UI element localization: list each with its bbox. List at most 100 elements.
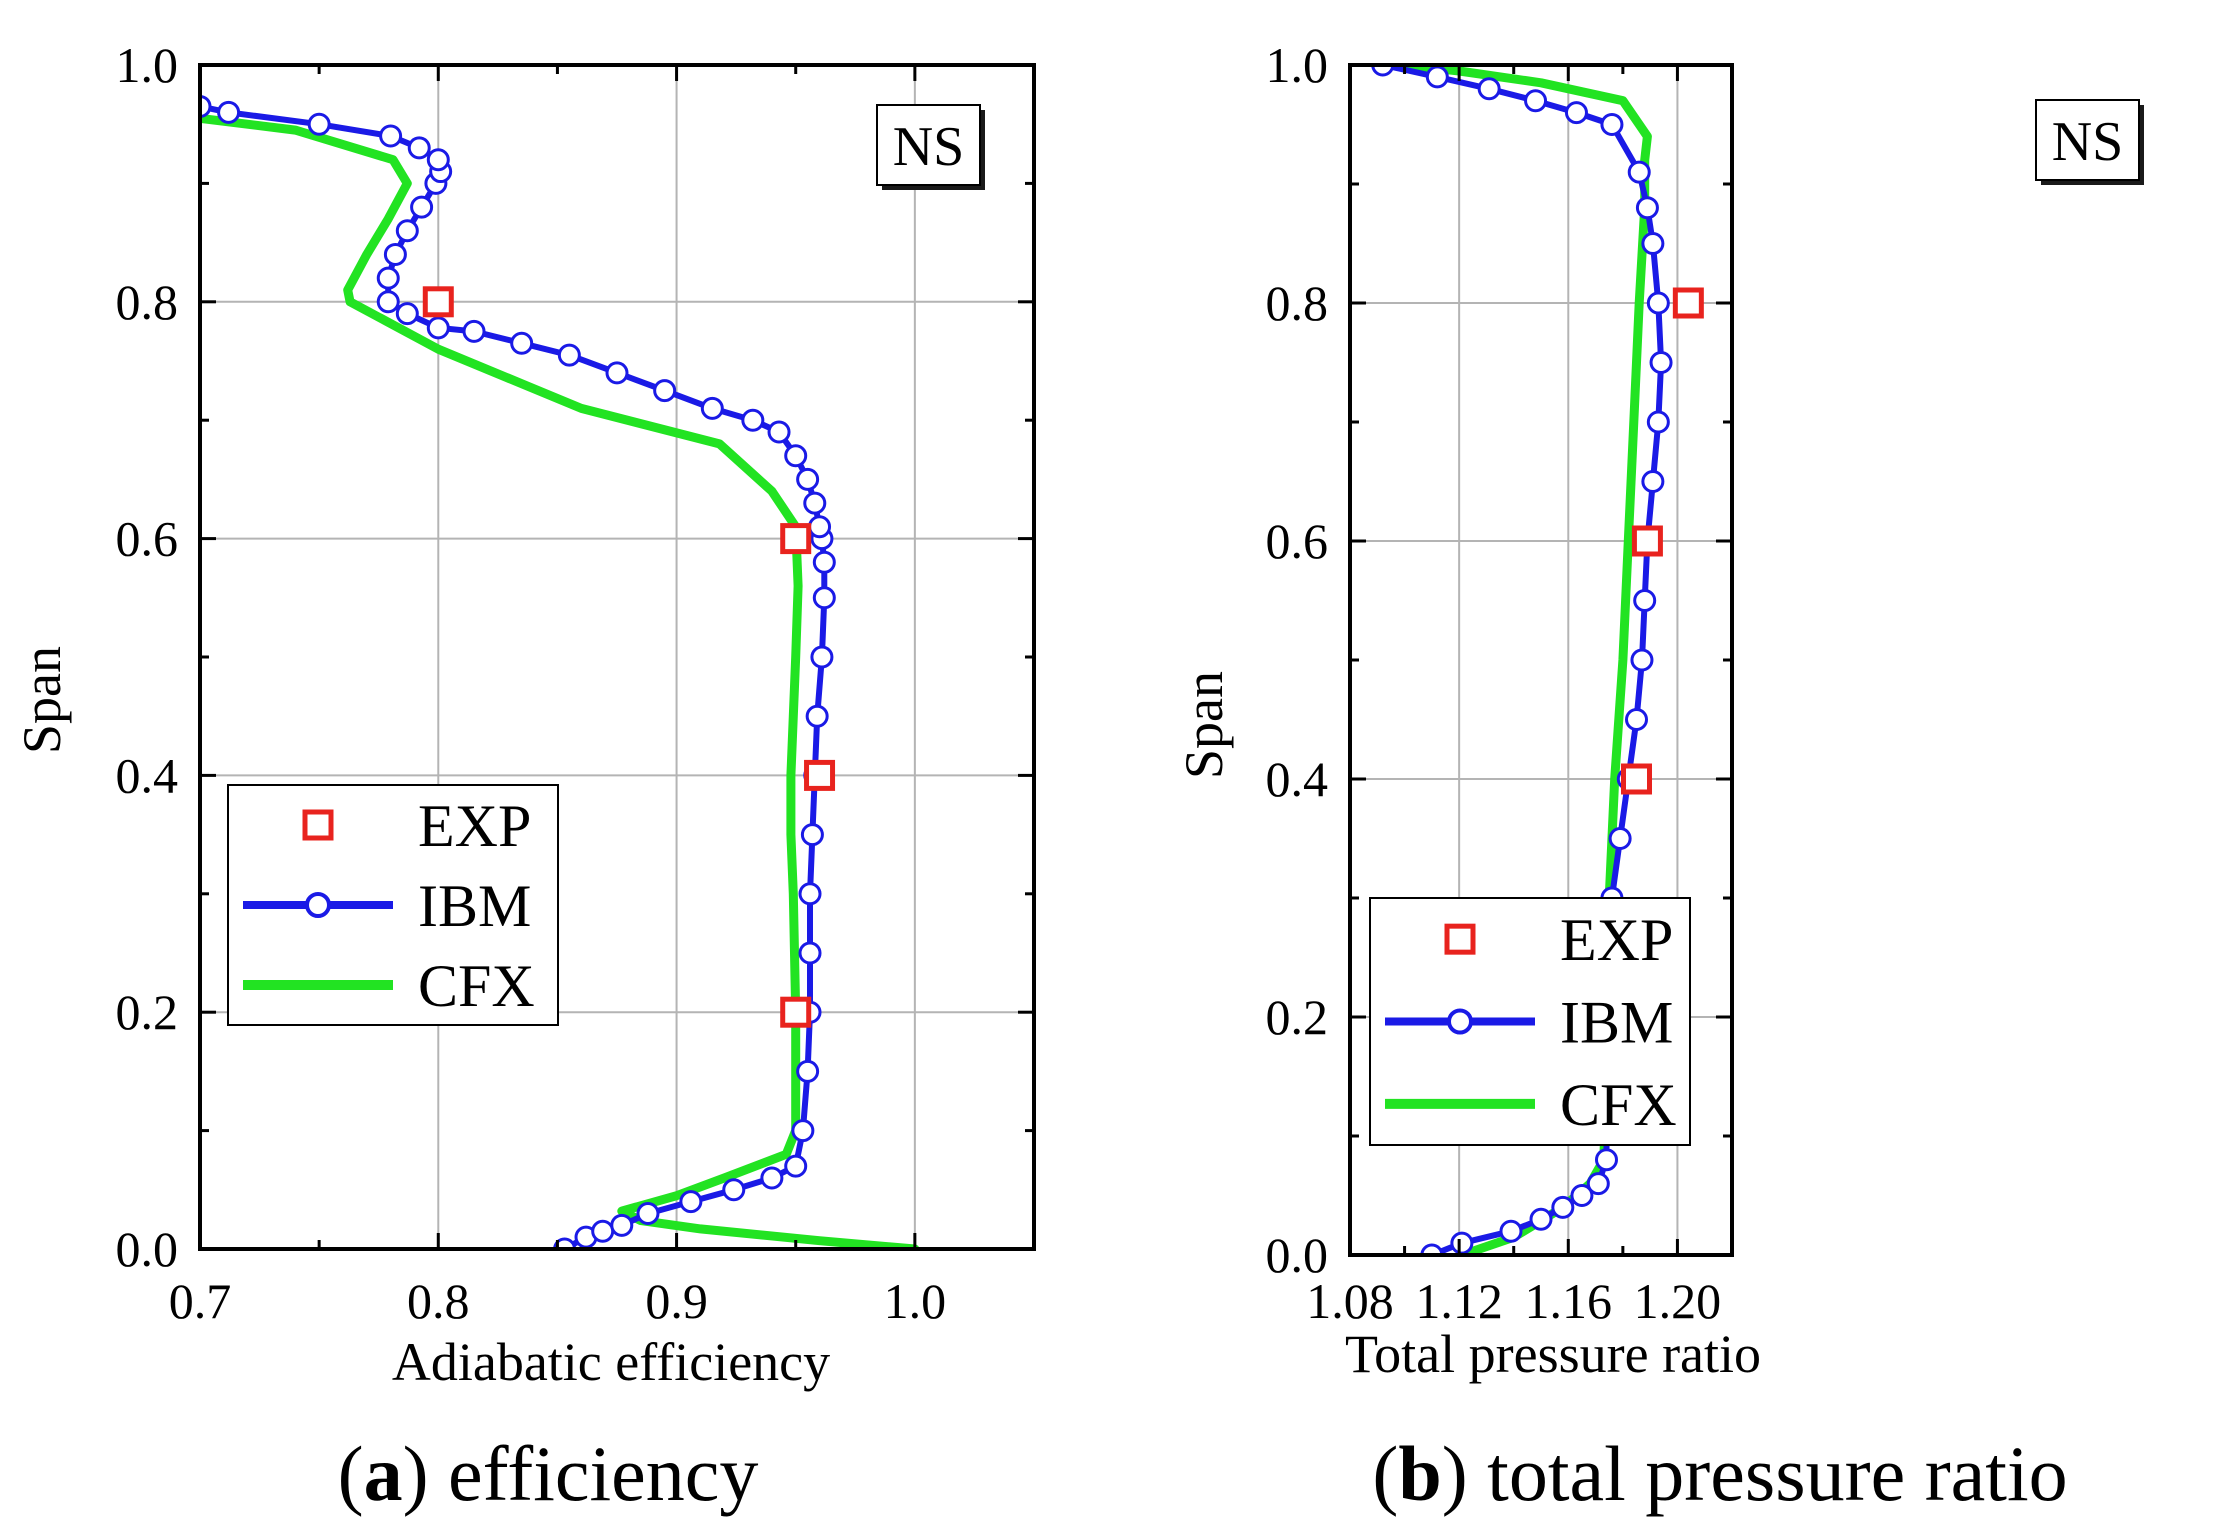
data-point-ibm: [796, 1059, 820, 1083]
legend-marker-ibm: [1447, 1008, 1473, 1035]
data-point-ibm: [1529, 1207, 1553, 1231]
x-axis-label: Total pressure ratio: [1345, 1324, 1761, 1384]
y-tick-label: 0.2: [116, 984, 179, 1040]
data-point-exp: [1631, 525, 1663, 557]
legend-marker-ibm: [305, 892, 331, 918]
y-tick-label: 0.6: [116, 511, 179, 567]
data-point-ibm: [810, 645, 834, 669]
data-point-ibm: [307, 112, 331, 136]
data-point-ibm: [1551, 1195, 1575, 1219]
data-point-ibm: [653, 379, 677, 403]
data-point-ibm: [1570, 1184, 1594, 1207]
x-tick-label: 0.7: [169, 1273, 232, 1329]
data-point-ibm: [376, 290, 400, 314]
data-point-ibm: [379, 124, 403, 148]
data-point-ibm: [722, 1178, 746, 1202]
data-point-ibm: [1646, 410, 1670, 434]
legend-label-exp: EXP: [418, 793, 531, 859]
data-point-ibm: [1524, 89, 1548, 113]
y-tick-label: 1.0: [116, 37, 179, 93]
legend-symbol-exp: [302, 809, 334, 841]
data-point-ibm: [800, 823, 824, 847]
data-point-ibm: [1641, 470, 1665, 493]
y-axis-label: Span: [12, 646, 72, 754]
data-point-ibm: [1450, 1231, 1474, 1255]
data-point-ibm: [1420, 1243, 1444, 1255]
series-line-cfx: [200, 113, 920, 1249]
data-point-ibm: [803, 491, 827, 515]
data-point-ibm: [1600, 113, 1624, 136]
data-point-ibm: [557, 343, 581, 367]
legend-label-cfx: CFX: [418, 953, 535, 1019]
data-point-ibm: [1425, 65, 1449, 89]
data-point-ibm: [510, 331, 534, 355]
data-point-ibm: [1564, 101, 1588, 125]
data-point-ibm: [407, 136, 431, 160]
data-point-ibm: [798, 882, 822, 906]
data-point-ibm: [200, 94, 212, 118]
x-tick-label: 1.0: [884, 1273, 947, 1329]
series-group: [200, 94, 920, 1249]
legend: EXP IBM CFX: [227, 784, 559, 1026]
legend-symbol-exp: [1444, 923, 1476, 955]
data-point-ibm: [1371, 65, 1395, 77]
data-point-ibm: [1646, 291, 1670, 315]
data-point-ibm: [784, 444, 808, 468]
data-point-ibm: [798, 941, 822, 965]
data-point-exp: [780, 523, 812, 555]
y-tick-label: 0.8: [116, 274, 179, 330]
series-group: [1371, 65, 1704, 1255]
annotation-box: [2035, 99, 2140, 181]
x-tick-label: 1.08: [1306, 1273, 1394, 1329]
data-point-ibm: [462, 319, 486, 343]
data-point-ibm: [808, 515, 832, 539]
y-tick-label: 0.6: [1266, 513, 1329, 569]
legend: EXP IBM CFX: [1369, 897, 1691, 1146]
data-point-ibm: [1627, 160, 1651, 184]
data-point-ibm: [395, 302, 419, 326]
legend-label-ibm: IBM: [418, 873, 531, 939]
y-tick-label: 0.0: [1266, 1227, 1329, 1283]
caption-a: (a) efficiency: [338, 1430, 759, 1517]
annotation-box: [876, 104, 981, 186]
data-point-ibm: [636, 1201, 660, 1225]
x-tick-label: 0.8: [407, 1273, 470, 1329]
data-point-ibm: [784, 1154, 808, 1178]
data-point-ibm: [679, 1190, 703, 1214]
data-point-ibm: [591, 1219, 615, 1243]
x-tick-label: 0.9: [645, 1273, 708, 1329]
data-point-ibm: [1586, 1172, 1610, 1196]
data-point-exp: [1621, 763, 1652, 795]
y-tick-label: 1.0: [1266, 37, 1329, 93]
data-point-exp: [422, 286, 454, 318]
x-tick-label: 1.20: [1634, 1273, 1722, 1329]
data-point-ibm: [1608, 827, 1632, 850]
data-point-ibm: [1649, 351, 1673, 374]
data-point-ibm: [376, 266, 400, 290]
x-axis-label: Adiabatic efficiency: [392, 1332, 830, 1392]
y-tick-label: 0.2: [1266, 989, 1329, 1045]
data-point-ibm: [1633, 589, 1657, 612]
y-tick-label: 0.4: [116, 747, 179, 803]
chart-total-pressure-ratio: 1.08 1.12 1.16 1.20 0.0 0.2 0.4 0.6 0.8 1.0 Total …: [1174, 37, 2144, 1384]
data-point-exp: [804, 759, 836, 791]
data-point-ibm: [383, 242, 407, 266]
legend-label-ibm: IBM: [1560, 990, 1673, 1056]
data-point-ibm: [1499, 1219, 1523, 1243]
annotation-label: NS: [2052, 111, 2124, 173]
data-point-ibm: [553, 1237, 577, 1249]
data-point-ibm: [1635, 196, 1659, 220]
legend-label-cfx: CFX: [1560, 1072, 1677, 1138]
data-point-ibm: [700, 396, 724, 420]
chart-efficiency: 0.7 0.8 0.9 1.0 0.0 0.2 0.4 0.6 0.8 1.0 Adiabatic …: [12, 37, 1036, 1392]
data-point-ibm: [767, 420, 791, 444]
data-point-ibm: [410, 195, 434, 219]
data-point-ibm: [426, 148, 450, 172]
data-point-ibm: [812, 586, 836, 610]
data-point-ibm: [796, 467, 820, 491]
data-point-ibm: [1625, 708, 1648, 731]
data-point-ibm: [1594, 1148, 1618, 1172]
data-point-ibm: [1477, 77, 1501, 101]
legend-label-exp: EXP: [1560, 907, 1673, 973]
data-point-ibm: [791, 1119, 815, 1143]
